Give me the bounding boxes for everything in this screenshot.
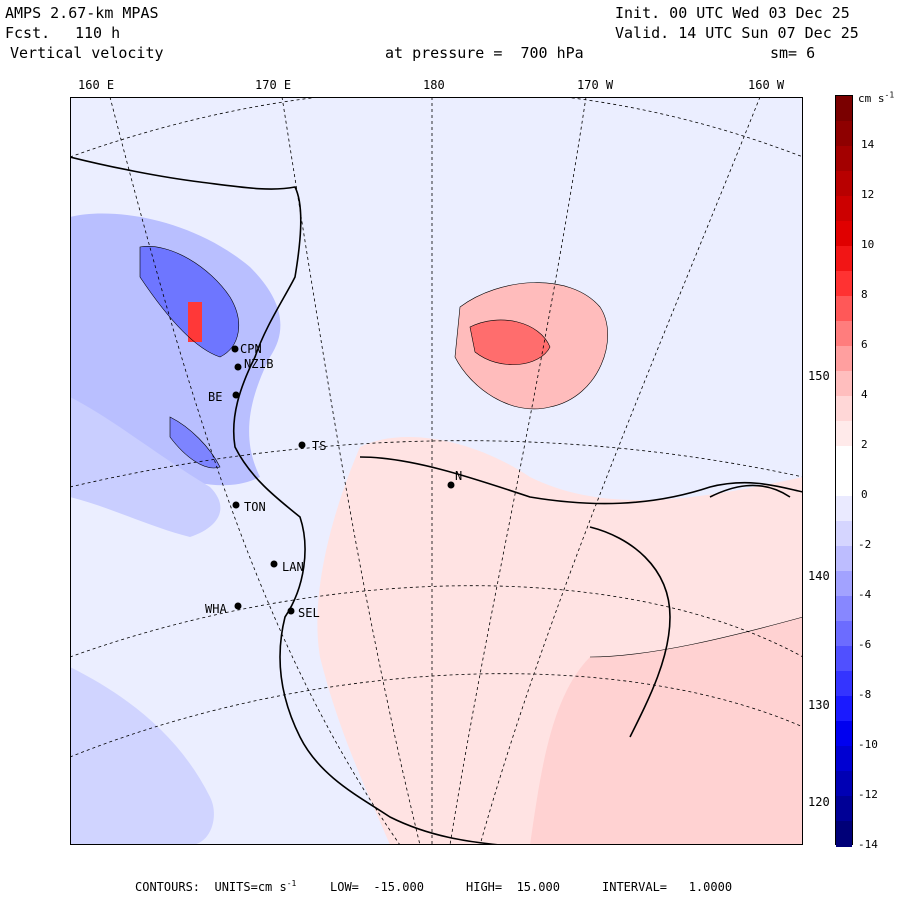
pressure-level: at pressure = 700 hPa: [385, 44, 584, 62]
colorbar-tick-label: 10: [861, 238, 875, 251]
convective-positive-core: [470, 319, 550, 365]
model-title: AMPS 2.67-km MPAS: [5, 4, 159, 22]
colorbar-tick-label: -2: [858, 538, 872, 551]
colorbar-segment: [836, 721, 852, 747]
station-dot: [231, 345, 239, 353]
init-time: Init. 00 UTC Wed 03 Dec 25: [615, 4, 850, 22]
station-label-sel: SEL: [298, 606, 320, 620]
colorbar-segment: [836, 646, 852, 672]
colorbar-tick-label: 2: [861, 438, 868, 451]
colorbar-segment: [836, 296, 852, 322]
coastline: [70, 156, 803, 845]
station-dot: [447, 481, 455, 489]
colorbar-segment: [836, 821, 852, 847]
colorbar-tick-label: 0: [861, 488, 868, 501]
colorbar-segment: [836, 121, 852, 147]
colorbar-segment: [836, 271, 852, 297]
colorbar-tick-label: -8: [858, 688, 872, 701]
colorbar-segment: [836, 471, 852, 497]
coastal-negative-band-2: [70, 397, 221, 537]
station-dot: [234, 363, 242, 371]
station-dot: [298, 441, 306, 449]
station-dot: [287, 607, 295, 615]
field-name: Vertical velocity: [10, 44, 164, 62]
valid-time: Valid. 14 UTC Sun 07 Dec 25: [615, 24, 859, 42]
colorbar-segment: [836, 671, 852, 697]
colorbar-segment: [836, 221, 852, 247]
station-label-ton: TON: [244, 500, 266, 514]
lon-label-170e: 170 E: [255, 78, 292, 92]
strong-negative-core-2: [170, 417, 220, 468]
forecast-hour: 110 h: [75, 24, 121, 42]
colorbar-segment: [836, 521, 852, 547]
forecast-label: Fcst.: [5, 24, 51, 42]
colorbar-tick-label: -6: [858, 638, 872, 651]
southeast-positive-region: [530, 617, 803, 845]
southwest-negative: [70, 667, 214, 845]
colorbar-tick-label: -14: [858, 838, 878, 851]
station-label-wha: WHA: [205, 602, 227, 616]
colorbar-tick-label: 6: [861, 338, 868, 351]
station-label-ib: IB: [259, 357, 274, 371]
station-markers: [231, 345, 455, 615]
station-label-cpn: CPN: [240, 342, 262, 356]
colorbar: [835, 95, 853, 847]
station-dot: [234, 602, 242, 610]
western-positive-core: [188, 302, 202, 342]
station-dot: [232, 501, 240, 509]
contours-interval: INTERVAL= 1.0000: [602, 880, 733, 894]
colorbar-segment: [836, 571, 852, 597]
contours-low: LOW= -15.000: [330, 880, 424, 894]
vertical-velocity-map: [70, 97, 803, 845]
colorbar-segment: [836, 746, 852, 772]
colorbar-segment: [836, 446, 852, 472]
colorbar-segment: [836, 196, 852, 222]
colorbar-segment: [836, 771, 852, 797]
lon-label-170w: 170 W: [577, 78, 614, 92]
colorbar-tick-label: -12: [858, 788, 878, 801]
map-frame: [70, 97, 803, 845]
station-label-n: N: [455, 469, 463, 483]
station-dot: [232, 391, 240, 399]
lon-label-160e: 160 E: [78, 78, 115, 92]
colorbar-segment: [836, 246, 852, 272]
colorbar-segment: [836, 321, 852, 347]
lon-label-160w: 160 W: [748, 78, 785, 92]
colorbar-tick-label: -10: [858, 738, 878, 751]
colorbar-segment: [836, 96, 852, 122]
colorbar-segment: [836, 171, 852, 197]
colorbar-segment: [836, 396, 852, 422]
colorbar-segment: [836, 346, 852, 372]
station-label-be: BE: [208, 390, 223, 404]
station-label-nz: NZ: [244, 357, 259, 371]
colorbar-units: cm s-1: [858, 90, 895, 105]
colorbar-tick-label: 12: [861, 188, 875, 201]
colorbar-tick-label: 14: [861, 138, 875, 151]
colorbar-segment: [836, 371, 852, 397]
contours-high: HIGH= 15.000: [466, 880, 560, 894]
colorbar-segment: [836, 546, 852, 572]
colorbar-tick-label: 4: [861, 388, 868, 401]
lon-label-180: 180: [423, 78, 445, 92]
smoothing: sm= 6: [770, 44, 816, 62]
strong-negative-core: [140, 246, 239, 357]
colorbar-segment: [836, 796, 852, 822]
graticule: [70, 97, 803, 845]
colorbar-segment: [836, 496, 852, 522]
station-label-lan: LAN: [282, 560, 304, 574]
colorbar-segment: [836, 596, 852, 622]
colorbar-tick-label: -4: [858, 588, 872, 601]
station-dot: [270, 560, 278, 568]
colorbar-segment: [836, 696, 852, 722]
colorbar-segment: [836, 621, 852, 647]
colorbar-segment: [836, 421, 852, 447]
station-label-ts: TS: [312, 439, 327, 453]
colorbar-segment: [836, 146, 852, 172]
contours-units: CONTOURS: UNITS=cm s-1: [135, 879, 297, 895]
coastal-negative-band: [70, 213, 281, 486]
colorbar-tick-label: 8: [861, 288, 868, 301]
